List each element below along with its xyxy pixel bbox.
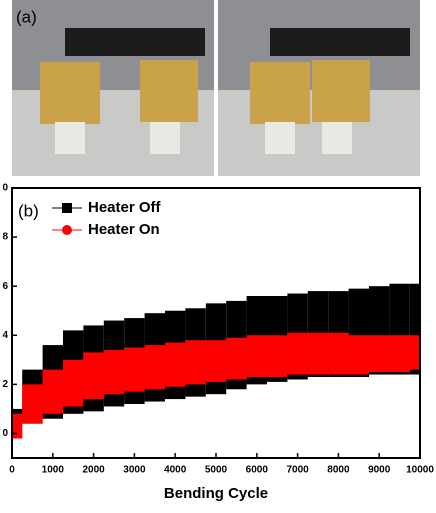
- y-tick-label: 2: [2, 379, 8, 390]
- band-segment: [246, 335, 267, 377]
- band-segment: [83, 352, 104, 400]
- y-tick-label: 0: [2, 428, 8, 439]
- band-segment: [42, 369, 63, 414]
- photo-block: [312, 60, 370, 122]
- band-segment: [12, 413, 23, 439]
- x-tick-label: 10000: [406, 465, 434, 476]
- photo-panel: (a): [12, 0, 420, 176]
- photo-block: [140, 60, 198, 122]
- panel-label: (b): [18, 201, 39, 220]
- band-segment: [144, 345, 165, 390]
- y-tick-label: 0: [2, 183, 8, 194]
- y-tick-label: 6: [2, 281, 8, 292]
- y-tick-label: 8: [2, 232, 8, 243]
- band-segment: [369, 335, 390, 373]
- photo-bracket: [270, 28, 410, 56]
- x-tick-label: 9000: [368, 465, 391, 476]
- x-axis-label: Bending Cycle: [164, 485, 268, 502]
- x-tick-label: 4000: [164, 465, 187, 476]
- x-tick-label: 8000: [327, 465, 350, 476]
- x-tick-label: 7000: [286, 465, 309, 476]
- band-segment: [267, 335, 288, 377]
- photo-knob: [150, 122, 180, 154]
- band-segment: [165, 342, 186, 387]
- band-segment: [348, 335, 369, 375]
- band-segment: [287, 332, 308, 375]
- band-segment: [389, 335, 410, 373]
- photo-knob: [322, 122, 352, 154]
- x-tick-label: 3000: [123, 465, 146, 476]
- band-segment: [409, 283, 420, 375]
- band-segment: [124, 347, 145, 392]
- band-segment: [63, 359, 84, 407]
- band-segment: [328, 332, 349, 375]
- photo-bracket: [65, 28, 205, 56]
- band-segment: [226, 337, 247, 380]
- photo-block: [40, 62, 100, 124]
- legend-label: Heater Off: [88, 199, 162, 216]
- x-tick-label: 1000: [42, 465, 65, 476]
- legend-marker: [62, 203, 72, 213]
- band-segment: [307, 332, 329, 375]
- legend-label: Heater On: [88, 221, 160, 238]
- x-tick-label: 5000: [205, 465, 228, 476]
- x-tick-label: 2000: [82, 465, 105, 476]
- x-tick-label: 6000: [246, 465, 269, 476]
- legend-marker: [62, 225, 72, 235]
- panel-label: (a): [16, 7, 37, 26]
- y-tick-label: 4: [2, 330, 8, 341]
- band-segment: [409, 335, 420, 370]
- band-segment: [22, 384, 43, 424]
- photo-knob: [55, 122, 85, 154]
- x-tick-label: 0: [9, 465, 15, 476]
- photo-block: [250, 62, 310, 124]
- band-segment: [205, 340, 227, 382]
- band-segment: [185, 340, 206, 385]
- band-segment: [103, 350, 125, 395]
- photo-knob: [265, 122, 295, 154]
